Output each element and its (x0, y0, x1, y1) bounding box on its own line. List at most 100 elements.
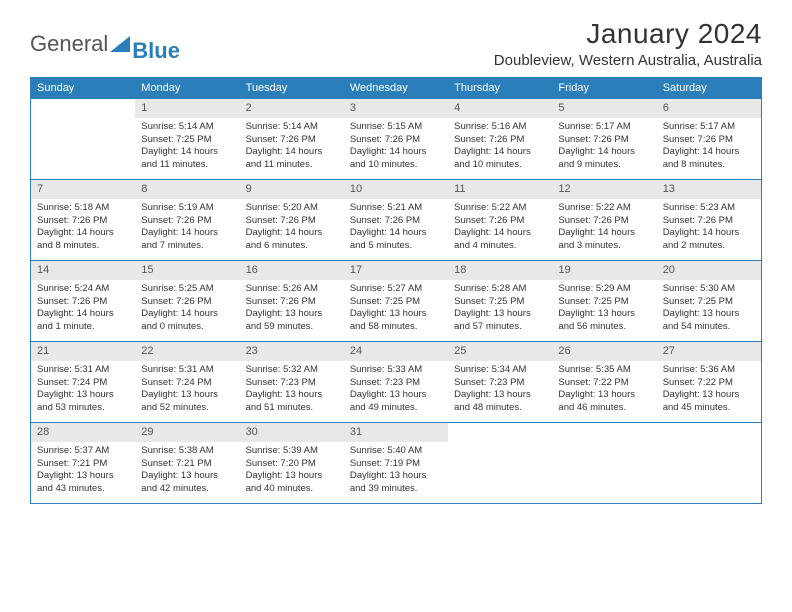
day-detail: Sunrise: 5:33 AMSunset: 7:23 PMDaylight:… (344, 361, 448, 420)
day-cell: 31Sunrise: 5:40 AMSunset: 7:19 PMDayligh… (344, 423, 448, 503)
day-detail: Sunrise: 5:21 AMSunset: 7:26 PMDaylight:… (344, 199, 448, 258)
daylight-line: Daylight: 13 hours and 42 minutes. (141, 470, 233, 496)
day-detail: Sunrise: 5:25 AMSunset: 7:26 PMDaylight:… (135, 280, 239, 339)
day-cell: 27Sunrise: 5:36 AMSunset: 7:22 PMDayligh… (657, 342, 761, 422)
sunrise-line: Sunrise: 5:31 AM (141, 364, 233, 377)
week-row: 14Sunrise: 5:24 AMSunset: 7:26 PMDayligh… (31, 260, 761, 341)
sunset-line: Sunset: 7:26 PM (37, 296, 129, 309)
day-cell: 13Sunrise: 5:23 AMSunset: 7:26 PMDayligh… (657, 180, 761, 260)
day-cell: 11Sunrise: 5:22 AMSunset: 7:26 PMDayligh… (448, 180, 552, 260)
sunset-line: Sunset: 7:23 PM (454, 377, 546, 390)
sunrise-line: Sunrise: 5:25 AM (141, 283, 233, 296)
day-number: 28 (31, 423, 135, 442)
sunset-line: Sunset: 7:26 PM (454, 134, 546, 147)
day-cell: 18Sunrise: 5:28 AMSunset: 7:25 PMDayligh… (448, 261, 552, 341)
sunset-line: Sunset: 7:24 PM (141, 377, 233, 390)
day-number: 31 (344, 423, 448, 442)
day-cell: 29Sunrise: 5:38 AMSunset: 7:21 PMDayligh… (135, 423, 239, 503)
sunset-line: Sunset: 7:24 PM (37, 377, 129, 390)
daylight-line: Daylight: 13 hours and 40 minutes. (246, 470, 338, 496)
sunset-line: Sunset: 7:21 PM (37, 458, 129, 471)
daylight-line: Daylight: 14 hours and 1 minute. (37, 308, 129, 334)
day-number: 8 (135, 180, 239, 199)
logo-text-2: Blue (132, 38, 180, 63)
daylight-line: Daylight: 13 hours and 56 minutes. (558, 308, 650, 334)
day-detail: Sunrise: 5:29 AMSunset: 7:25 PMDaylight:… (552, 280, 656, 339)
sunset-line: Sunset: 7:26 PM (37, 215, 129, 228)
sunrise-line: Sunrise: 5:34 AM (454, 364, 546, 377)
day-number: 22 (135, 342, 239, 361)
day-detail: Sunrise: 5:31 AMSunset: 7:24 PMDaylight:… (31, 361, 135, 420)
weekday-header-row: SundayMondayTuesdayWednesdayThursdayFrid… (31, 78, 761, 98)
daylight-line: Daylight: 13 hours and 53 minutes. (37, 389, 129, 415)
logo-triangle-icon (110, 36, 130, 52)
day-cell: 25Sunrise: 5:34 AMSunset: 7:23 PMDayligh… (448, 342, 552, 422)
day-number: 27 (657, 342, 761, 361)
sunset-line: Sunset: 7:20 PM (246, 458, 338, 471)
daylight-line: Daylight: 13 hours and 45 minutes. (663, 389, 755, 415)
sunset-line: Sunset: 7:26 PM (141, 296, 233, 309)
day-detail: Sunrise: 5:32 AMSunset: 7:23 PMDaylight:… (240, 361, 344, 420)
day-cell: 12Sunrise: 5:22 AMSunset: 7:26 PMDayligh… (552, 180, 656, 260)
day-cell: 9Sunrise: 5:20 AMSunset: 7:26 PMDaylight… (240, 180, 344, 260)
sunset-line: Sunset: 7:23 PM (350, 377, 442, 390)
week-row: 28Sunrise: 5:37 AMSunset: 7:21 PMDayligh… (31, 422, 761, 503)
day-number: 11 (448, 180, 552, 199)
day-cell: 16Sunrise: 5:26 AMSunset: 7:26 PMDayligh… (240, 261, 344, 341)
sunrise-line: Sunrise: 5:19 AM (141, 202, 233, 215)
day-detail: Sunrise: 5:19 AMSunset: 7:26 PMDaylight:… (135, 199, 239, 258)
sunset-line: Sunset: 7:25 PM (141, 134, 233, 147)
sunrise-line: Sunrise: 5:20 AM (246, 202, 338, 215)
day-cell: 23Sunrise: 5:32 AMSunset: 7:23 PMDayligh… (240, 342, 344, 422)
day-cell: 14Sunrise: 5:24 AMSunset: 7:26 PMDayligh… (31, 261, 135, 341)
sunset-line: Sunset: 7:25 PM (350, 296, 442, 309)
daylight-line: Daylight: 14 hours and 3 minutes. (558, 227, 650, 253)
day-cell: 8Sunrise: 5:19 AMSunset: 7:26 PMDaylight… (135, 180, 239, 260)
day-cell: 21Sunrise: 5:31 AMSunset: 7:24 PMDayligh… (31, 342, 135, 422)
day-detail: Sunrise: 5:35 AMSunset: 7:22 PMDaylight:… (552, 361, 656, 420)
day-cell: 7Sunrise: 5:18 AMSunset: 7:26 PMDaylight… (31, 180, 135, 260)
day-cell: 28Sunrise: 5:37 AMSunset: 7:21 PMDayligh… (31, 423, 135, 503)
sunrise-line: Sunrise: 5:22 AM (558, 202, 650, 215)
weekday-thursday: Thursday (448, 78, 552, 98)
day-cell-empty (552, 423, 656, 503)
day-number: 29 (135, 423, 239, 442)
day-detail: Sunrise: 5:22 AMSunset: 7:26 PMDaylight:… (552, 199, 656, 258)
weekday-monday: Monday (135, 78, 239, 98)
day-detail: Sunrise: 5:15 AMSunset: 7:26 PMDaylight:… (344, 118, 448, 177)
daylight-line: Daylight: 13 hours and 58 minutes. (350, 308, 442, 334)
day-number: 1 (135, 99, 239, 118)
sunrise-line: Sunrise: 5:18 AM (37, 202, 129, 215)
daylight-line: Daylight: 14 hours and 9 minutes. (558, 146, 650, 172)
day-cell-empty (657, 423, 761, 503)
sunrise-line: Sunrise: 5:15 AM (350, 121, 442, 134)
day-detail: Sunrise: 5:34 AMSunset: 7:23 PMDaylight:… (448, 361, 552, 420)
sunrise-line: Sunrise: 5:14 AM (246, 121, 338, 134)
sunset-line: Sunset: 7:25 PM (558, 296, 650, 309)
day-number: 19 (552, 261, 656, 280)
daylight-line: Daylight: 14 hours and 5 minutes. (350, 227, 442, 253)
sunrise-line: Sunrise: 5:17 AM (663, 121, 755, 134)
sunrise-line: Sunrise: 5:16 AM (454, 121, 546, 134)
sunset-line: Sunset: 7:26 PM (246, 134, 338, 147)
logo: General Blue (30, 24, 180, 64)
weekday-wednesday: Wednesday (344, 78, 448, 98)
daylight-line: Daylight: 14 hours and 10 minutes. (350, 146, 442, 172)
day-cell: 1Sunrise: 5:14 AMSunset: 7:25 PMDaylight… (135, 99, 239, 179)
sunrise-line: Sunrise: 5:40 AM (350, 445, 442, 458)
day-detail: Sunrise: 5:31 AMSunset: 7:24 PMDaylight:… (135, 361, 239, 420)
daylight-line: Daylight: 14 hours and 8 minutes. (663, 146, 755, 172)
day-detail: Sunrise: 5:22 AMSunset: 7:26 PMDaylight:… (448, 199, 552, 258)
day-number: 20 (657, 261, 761, 280)
sunrise-line: Sunrise: 5:17 AM (558, 121, 650, 134)
daylight-line: Daylight: 13 hours and 51 minutes. (246, 389, 338, 415)
day-detail: Sunrise: 5:28 AMSunset: 7:25 PMDaylight:… (448, 280, 552, 339)
sunrise-line: Sunrise: 5:33 AM (350, 364, 442, 377)
sunrise-line: Sunrise: 5:23 AM (663, 202, 755, 215)
sunset-line: Sunset: 7:19 PM (350, 458, 442, 471)
sunrise-line: Sunrise: 5:38 AM (141, 445, 233, 458)
day-cell: 5Sunrise: 5:17 AMSunset: 7:26 PMDaylight… (552, 99, 656, 179)
day-cell: 10Sunrise: 5:21 AMSunset: 7:26 PMDayligh… (344, 180, 448, 260)
day-number: 5 (552, 99, 656, 118)
day-cell: 30Sunrise: 5:39 AMSunset: 7:20 PMDayligh… (240, 423, 344, 503)
